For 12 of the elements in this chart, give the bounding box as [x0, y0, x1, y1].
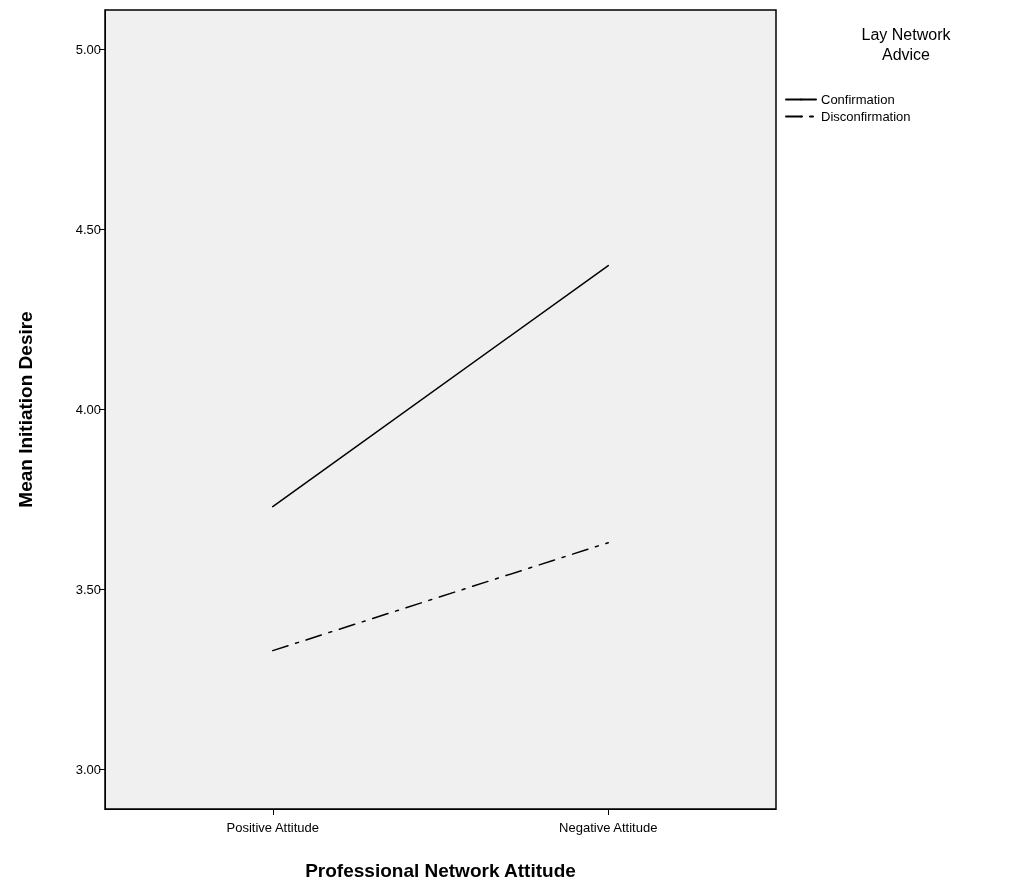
x-tick-label: Negative Attitude [559, 820, 658, 835]
y-tick-label: 4.50 [75, 222, 101, 238]
y-tick-label: 5.00 [75, 42, 101, 58]
legend-title: Lay Network Advice [861, 25, 952, 63]
y-axis-title: Mean Initiation Desire [15, 311, 36, 508]
x-tick-label: Positive Attitude [226, 820, 319, 835]
legend-label: Confirmation [821, 92, 895, 107]
y-tick-label: 3.00 [75, 761, 101, 777]
y-tick-label: 3.50 [75, 581, 101, 597]
x-axis-title: Professional Network Attitude [305, 860, 576, 881]
legend-label: Disconfirmation [821, 109, 911, 124]
y-tick-label: 4.00 [75, 402, 101, 417]
